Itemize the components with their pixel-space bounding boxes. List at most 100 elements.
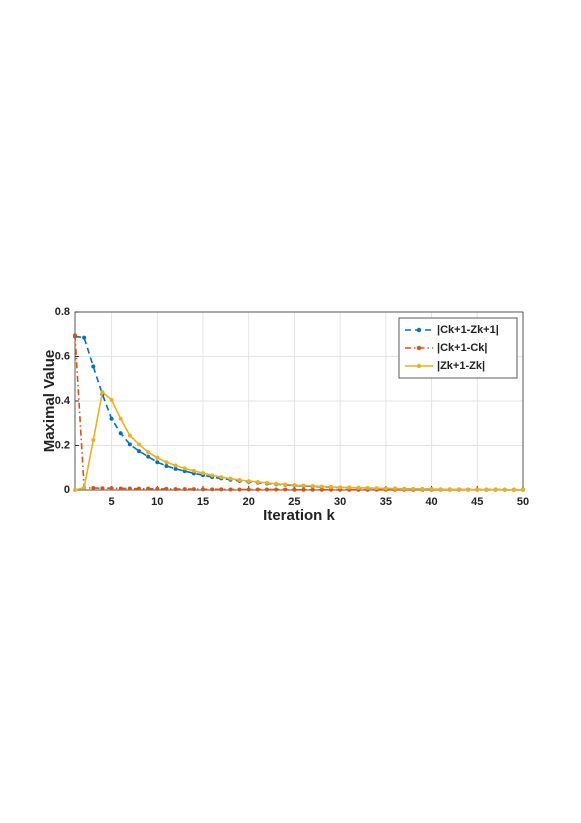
point xyxy=(164,460,169,465)
point xyxy=(109,416,114,421)
point xyxy=(100,486,105,491)
point xyxy=(228,487,233,492)
point xyxy=(283,482,288,487)
point xyxy=(255,487,260,492)
x-tick-label: 15 xyxy=(197,496,209,508)
point xyxy=(137,486,141,491)
y-tick-label: 0.8 xyxy=(55,306,70,318)
point xyxy=(237,487,242,492)
point xyxy=(173,487,178,492)
point xyxy=(182,487,187,492)
point xyxy=(91,437,96,442)
point xyxy=(466,487,471,492)
y-axis-title: Maximal Value xyxy=(41,350,58,453)
point xyxy=(502,487,507,492)
point xyxy=(301,483,306,488)
point xyxy=(447,487,452,492)
point xyxy=(91,485,96,490)
x-tick-label: 30 xyxy=(334,496,346,508)
point xyxy=(182,466,187,471)
point xyxy=(365,485,370,490)
point xyxy=(329,484,333,489)
y-tick-label: 0.4 xyxy=(55,395,71,407)
point xyxy=(155,455,160,460)
point xyxy=(109,486,114,491)
point xyxy=(137,442,141,447)
point xyxy=(274,481,279,486)
point xyxy=(420,487,425,492)
legend-marker xyxy=(416,345,422,351)
x-axis-title: Iteration k xyxy=(263,507,335,524)
point xyxy=(118,416,123,421)
point xyxy=(146,486,151,491)
point xyxy=(429,487,434,492)
point xyxy=(228,476,233,481)
point xyxy=(155,460,160,465)
point xyxy=(393,486,397,491)
x-tick-label: 25 xyxy=(288,496,300,508)
point xyxy=(219,475,224,480)
point xyxy=(246,479,251,484)
point xyxy=(73,488,77,492)
point xyxy=(484,487,489,492)
point xyxy=(511,487,516,492)
point xyxy=(118,431,123,436)
point xyxy=(210,473,215,478)
point xyxy=(82,335,87,340)
point xyxy=(292,487,297,492)
point xyxy=(201,471,205,476)
point xyxy=(319,487,324,492)
point xyxy=(255,479,260,484)
x-tick-label: 40 xyxy=(425,496,437,508)
point xyxy=(210,487,215,492)
point xyxy=(310,483,315,488)
legend-label: |Ck+1-Zk+1| xyxy=(437,324,499,336)
x-tick-label: 50 xyxy=(517,496,529,508)
x-tick-label: 10 xyxy=(151,496,163,508)
point xyxy=(73,333,77,338)
point xyxy=(347,485,352,490)
point xyxy=(356,485,361,490)
point xyxy=(475,487,480,492)
x-tick-label: 35 xyxy=(380,496,392,508)
legend-marker xyxy=(416,327,422,333)
point xyxy=(127,433,132,438)
point xyxy=(329,487,333,492)
point xyxy=(319,484,324,489)
point xyxy=(246,487,251,492)
point xyxy=(146,450,151,455)
point xyxy=(127,486,132,491)
point xyxy=(374,486,379,491)
point xyxy=(265,480,269,485)
point xyxy=(155,486,160,491)
legend: |Ck+1-Zk+1| |Ck+1-Ck| |Zk+1-Zk| xyxy=(398,317,518,379)
point xyxy=(292,483,297,488)
point xyxy=(100,390,105,395)
point xyxy=(201,487,205,492)
point xyxy=(411,486,416,491)
legend-marker xyxy=(416,363,422,369)
point xyxy=(82,485,87,490)
point xyxy=(109,397,114,402)
point xyxy=(301,487,306,492)
point xyxy=(146,454,151,459)
y-tick-label: 0.6 xyxy=(55,350,70,362)
point xyxy=(127,442,132,447)
point xyxy=(383,486,388,491)
point xyxy=(164,463,169,468)
point xyxy=(265,487,269,492)
point xyxy=(137,449,141,454)
point xyxy=(164,486,169,491)
point xyxy=(91,364,96,369)
point xyxy=(173,466,178,471)
point xyxy=(338,485,343,490)
x-tick-label: 45 xyxy=(471,496,483,508)
x-tick-label: 20 xyxy=(243,496,255,508)
y-tick-label: 0 xyxy=(64,484,70,496)
point xyxy=(219,487,224,492)
y-tick-label: 0.2 xyxy=(55,439,70,451)
point xyxy=(493,487,498,492)
point xyxy=(118,486,123,491)
point xyxy=(402,486,407,491)
